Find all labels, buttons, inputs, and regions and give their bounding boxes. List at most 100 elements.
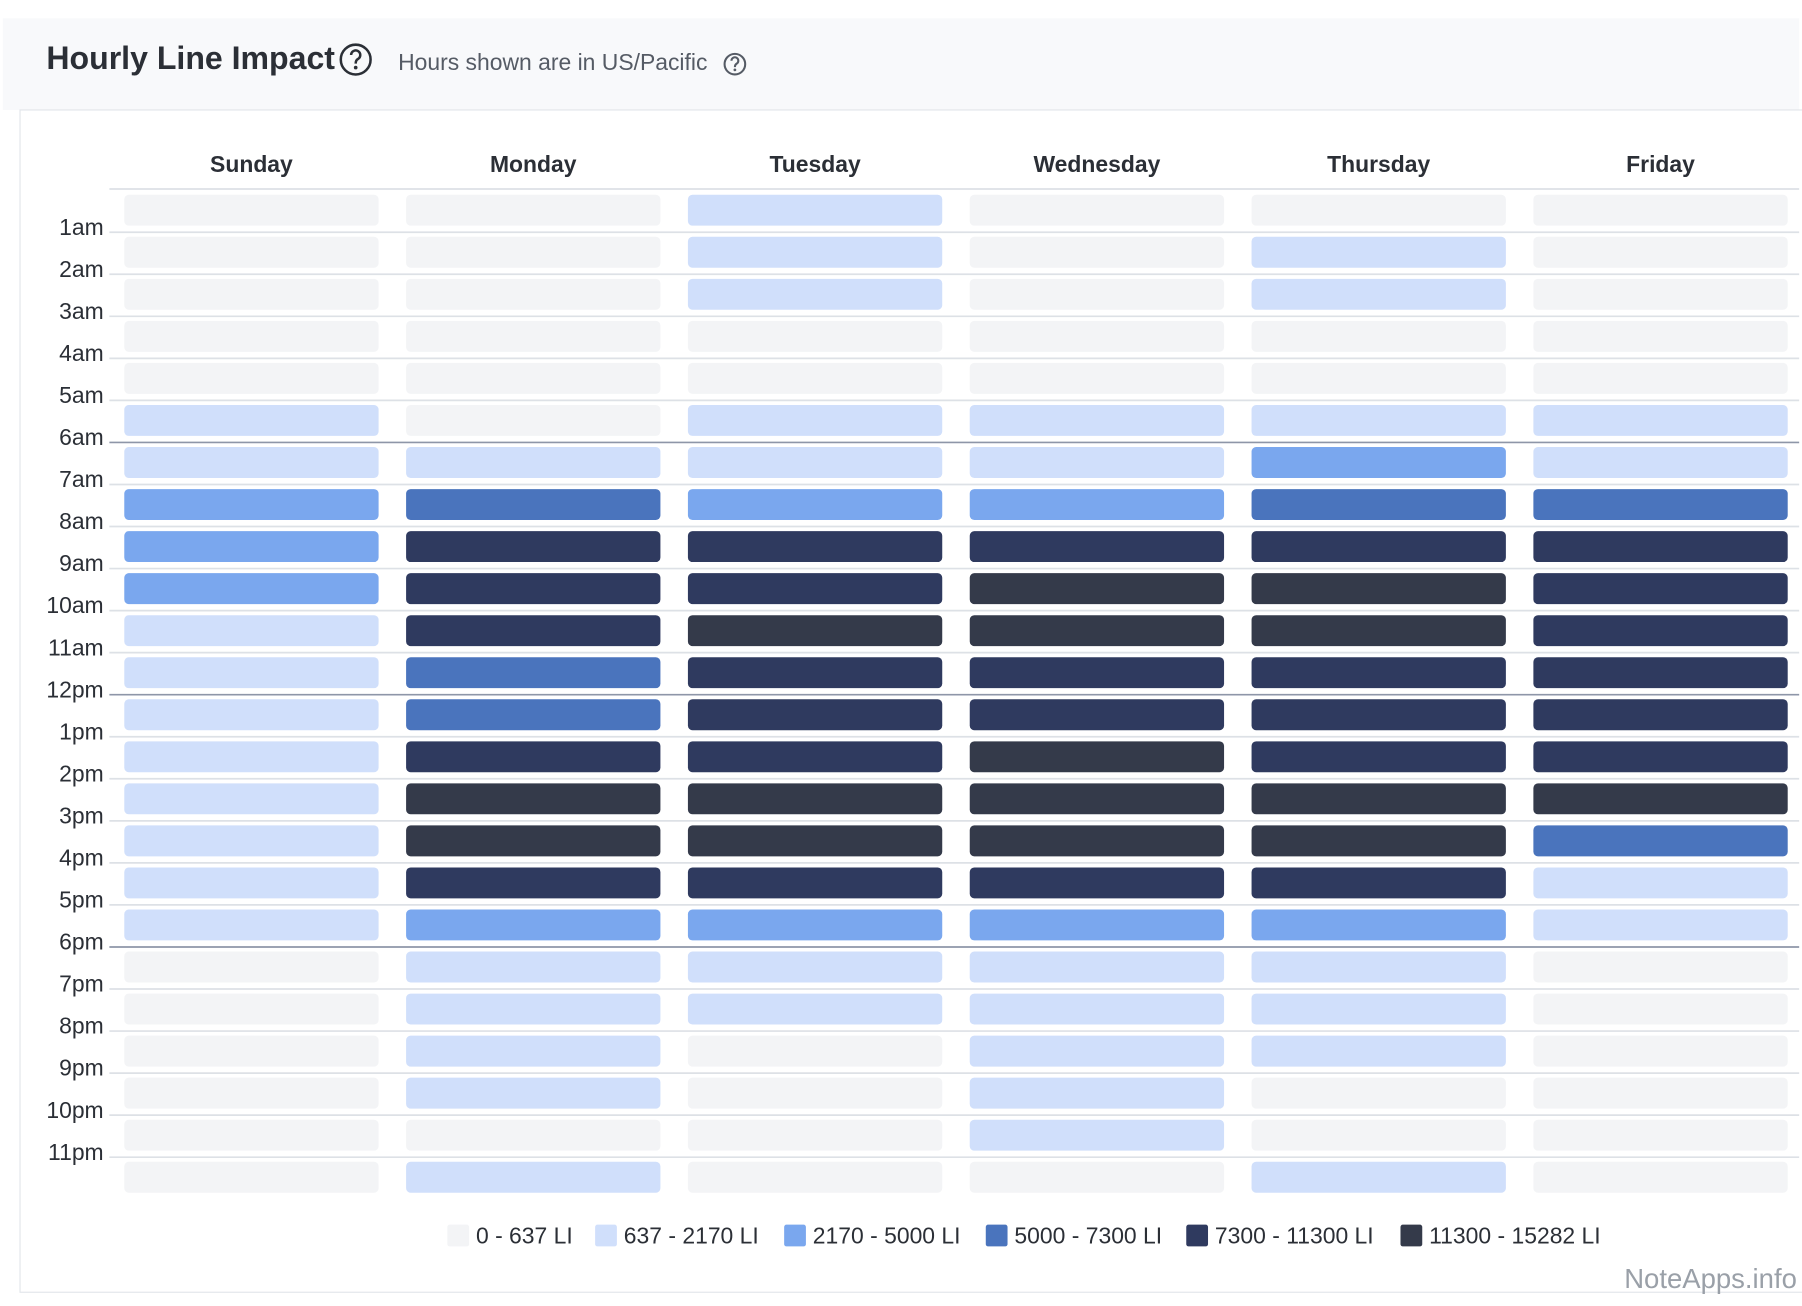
row-label: 11pm bbox=[48, 1139, 104, 1165]
heat-cell bbox=[406, 278, 661, 310]
heat-cell bbox=[1251, 909, 1506, 941]
heat-cell bbox=[406, 867, 661, 899]
heat-cell bbox=[687, 278, 943, 310]
heat-cell bbox=[687, 489, 943, 520]
heat-cell bbox=[687, 699, 943, 731]
heat-cell bbox=[969, 993, 1225, 1025]
heat-cell bbox=[969, 362, 1225, 394]
heat-cell bbox=[1533, 825, 1788, 857]
help-icon[interactable] bbox=[339, 43, 372, 76]
heat-cell bbox=[124, 404, 379, 436]
heat-cell bbox=[969, 951, 1225, 983]
heat-cell bbox=[969, 867, 1225, 899]
legend-swatch bbox=[1400, 1224, 1423, 1247]
heat-cell bbox=[969, 1077, 1225, 1109]
header-bar bbox=[2, 18, 1800, 110]
heat-cell bbox=[969, 1035, 1225, 1067]
heat-cell bbox=[406, 783, 661, 815]
heat-cell bbox=[969, 404, 1225, 436]
heat-cell bbox=[1251, 951, 1506, 983]
heat-cell bbox=[969, 531, 1225, 563]
heat-cell bbox=[687, 194, 943, 226]
heat-cell bbox=[124, 1161, 379, 1193]
heat-cell bbox=[969, 1119, 1225, 1151]
heat-cell bbox=[687, 1119, 943, 1151]
heat-cell bbox=[406, 1077, 661, 1109]
heat-cell bbox=[969, 278, 1225, 310]
heat-cell bbox=[124, 657, 379, 689]
heat-cell bbox=[406, 404, 661, 436]
heat-cell bbox=[406, 320, 661, 352]
row-label: 5am bbox=[59, 382, 104, 408]
legend-swatch bbox=[595, 1224, 617, 1247]
heat-cell bbox=[124, 867, 379, 899]
legend-label: 0 - 637 LI bbox=[476, 1222, 573, 1248]
heat-cell bbox=[687, 404, 943, 436]
heat-cell bbox=[687, 1161, 943, 1193]
heat-cell bbox=[124, 1119, 379, 1151]
row-label: 1am bbox=[59, 214, 104, 240]
heat-cell bbox=[406, 194, 661, 226]
heat-cell bbox=[406, 362, 661, 394]
heat-cell bbox=[1251, 404, 1506, 436]
column-label: Thursday bbox=[1327, 151, 1430, 177]
heat-cell bbox=[687, 993, 943, 1025]
heat-cell bbox=[124, 741, 379, 773]
heat-cell bbox=[969, 573, 1225, 605]
heat-cell bbox=[969, 236, 1225, 268]
row-label: 6pm bbox=[59, 929, 104, 955]
heat-cell bbox=[1533, 447, 1788, 478]
heat-cell bbox=[124, 951, 379, 983]
row-label: 3am bbox=[59, 298, 104, 324]
row-label: 8am bbox=[59, 508, 104, 534]
heat-cell bbox=[1533, 657, 1788, 689]
heat-cell bbox=[969, 699, 1225, 731]
heat-cell bbox=[406, 531, 661, 563]
heat-cell bbox=[969, 320, 1225, 352]
column-label: Sunday bbox=[210, 151, 293, 177]
heat-cell bbox=[406, 1035, 661, 1067]
heat-cell bbox=[406, 1119, 661, 1151]
heat-cell bbox=[124, 447, 379, 478]
heat-cell bbox=[406, 447, 661, 478]
heat-cell bbox=[124, 1035, 379, 1067]
heat-cell bbox=[124, 993, 379, 1025]
row-label: 5pm bbox=[59, 887, 104, 913]
heat-cell bbox=[969, 447, 1225, 478]
heat-cell bbox=[687, 909, 943, 941]
heat-cell bbox=[1251, 1035, 1506, 1067]
heat-cell bbox=[687, 783, 943, 815]
heat-cell bbox=[406, 741, 661, 773]
column-label: Friday bbox=[1626, 151, 1695, 177]
heat-cell bbox=[1251, 1161, 1506, 1193]
legend-label: 7300 - 11300 LI bbox=[1215, 1222, 1374, 1248]
legend-swatch bbox=[784, 1224, 806, 1247]
heat-cell bbox=[124, 531, 379, 563]
heat-cell bbox=[124, 783, 379, 815]
heat-cell bbox=[969, 489, 1225, 520]
heat-cell bbox=[406, 993, 661, 1025]
heat-cell bbox=[1533, 404, 1788, 436]
legend-label: 637 - 2170 LI bbox=[624, 1222, 759, 1248]
help-icon-small[interactable] bbox=[723, 52, 747, 76]
legend-swatch bbox=[985, 1224, 1008, 1247]
heat-cell bbox=[1251, 699, 1506, 731]
heat-cell bbox=[687, 657, 943, 689]
heat-cell bbox=[1533, 993, 1788, 1025]
heat-cell bbox=[1533, 1077, 1788, 1109]
heat-cell bbox=[687, 320, 943, 352]
heat-cell bbox=[1533, 741, 1788, 773]
row-label: 10am bbox=[46, 592, 103, 618]
heat-cell bbox=[124, 489, 379, 520]
column-label: Wednesday bbox=[1033, 151, 1160, 177]
heat-cell bbox=[1251, 236, 1506, 268]
row-label: 11am bbox=[48, 634, 104, 660]
heat-cell bbox=[1533, 573, 1788, 605]
column-label: Monday bbox=[490, 151, 577, 177]
heat-cell bbox=[406, 615, 661, 647]
heat-cell bbox=[1533, 867, 1788, 899]
heat-cell bbox=[969, 615, 1225, 647]
heat-cell bbox=[124, 825, 379, 857]
heat-cell bbox=[687, 236, 943, 268]
